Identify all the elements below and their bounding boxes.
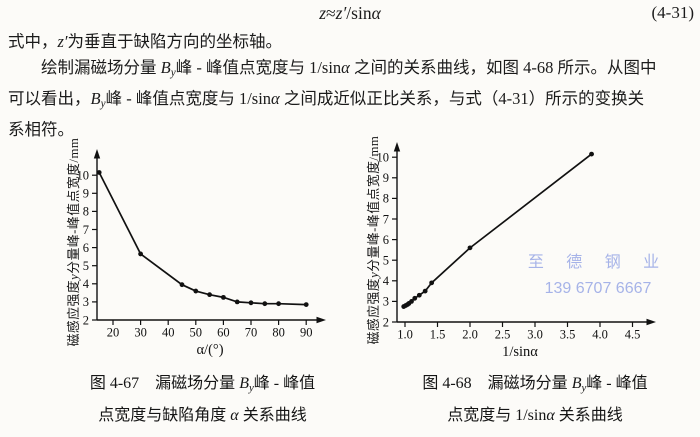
x-tick-label: 1.0: [397, 328, 413, 342]
tick-marks: [92, 174, 307, 325]
data-point: [193, 288, 199, 294]
y-tick-label: 4: [383, 274, 390, 288]
fig-4-67-chart: 20 30 40 50 60 70 80 90 2 3 4 5 6 7 8 9 10 α/(°): [77, 149, 326, 358]
x-tick-label: 2.0: [462, 328, 478, 342]
x-tick-label: 30: [134, 326, 147, 340]
series-line: [98, 172, 307, 306]
paragraph-line-4: 系相符。: [8, 120, 74, 140]
fig-4-67-caption-line-1: 图 4-67 漏磁场分量 By峰 - 峰值: [89, 375, 316, 395]
x-axis-arrow-icon: [646, 318, 656, 326]
tick-labels: 1.0 1.5 2.0 2.5 3.0 3.5 4.0 4.5 2 3 4 5 6 7 8 9 10: [377, 151, 641, 342]
data-point: [422, 288, 428, 294]
equation-number: (4-31): [651, 3, 694, 22]
x-tick-label: 80: [272, 326, 285, 340]
y-tick-label: 2: [83, 313, 89, 327]
x-axis-arrow-icon: [316, 316, 326, 324]
data-point: [303, 302, 309, 308]
data-point: [96, 170, 102, 175]
data-point: [412, 295, 418, 301]
equation-4-31: z≈z′/sinα: [319, 3, 381, 23]
data-point: [409, 299, 414, 304]
y-tick-label: 3: [383, 295, 389, 309]
fig-4-68-chart: 1.0 1.5 2.0 2.5 3.0 3.5 4.0 4.5 2 3 4 5 6 7 8 9 10 1/sinα: [377, 142, 656, 360]
data-point: [207, 292, 213, 298]
y-tick-label: 6: [83, 241, 89, 255]
data-point: [262, 301, 268, 307]
axes: [396, 150, 648, 323]
fig-4-68-caption: 图 4-68 漏磁场分量 By峰 - 峰值 点宽度与 1/sinα 关系曲线: [385, 370, 685, 429]
fig-4-67-caption-line-2: 点宽度与缺陷角度 α 关系曲线: [98, 407, 307, 425]
watermark-line-2: 139 6707 6667: [544, 280, 652, 297]
watermark: 至 德 钢 业 139 6707 6667: [526, 250, 670, 302]
x-axis-label: α/(°): [196, 342, 223, 358]
tick-labels: 20 30 40 50 60 70 80 90 2 3 4 5 6 7 8 9 10: [77, 169, 313, 340]
fig-4-67-caption: 图 4-67 漏磁场分量 By峰 - 峰值 点宽度与缺陷角度 α 关系曲线: [55, 370, 350, 429]
data-point: [416, 292, 422, 298]
y-tick-label: 3: [83, 295, 89, 309]
y-tick-label: 2: [383, 315, 389, 329]
data-point: [248, 300, 254, 306]
x-tick-label: 90: [300, 326, 313, 340]
y-tick-label: 4: [83, 277, 90, 291]
y-tick-label: 8: [383, 192, 389, 206]
y-tick-label: 10: [77, 169, 90, 183]
x-tick-label: 60: [217, 326, 230, 340]
x-tick-label: 3.5: [560, 328, 576, 342]
y-tick-label: 9: [83, 187, 89, 201]
data-point: [221, 294, 226, 300]
x-tick-label: 1.5: [430, 328, 446, 342]
y-tick-label: 9: [383, 171, 389, 185]
y-tick-label: 8: [83, 205, 89, 219]
y-tick-label: 10: [377, 151, 390, 165]
x-tick-label: 70: [245, 326, 258, 340]
y-tick-label: 7: [383, 212, 389, 226]
x-tick-label: 4.5: [625, 328, 641, 342]
data-point: [179, 282, 185, 288]
data-point: [589, 151, 594, 157]
fig-4-68-caption-line-1: 图 4-68 漏磁场分量 By峰 - 峰值: [422, 375, 648, 395]
data-point: [138, 251, 143, 257]
x-tick-label: 3.0: [527, 328, 543, 342]
x-tick-label: 40: [162, 326, 175, 340]
watermark-line-1: 至 德 钢 业: [527, 254, 669, 271]
y-tick-label: 5: [83, 259, 89, 273]
x-tick-label: 2.5: [495, 328, 511, 342]
formula-row: z≈z′/sinα (4-31): [0, 3, 700, 27]
body-paragraph: 式中，z′为垂直于缺陷方向的坐标轴。 绘制漏磁场分量 By峰 - 峰值点宽度与 …: [8, 29, 698, 143]
x-axis-label: 1/sinα: [502, 344, 538, 360]
y-tick-label: 7: [83, 223, 89, 237]
data-point: [467, 245, 473, 251]
data-point: [234, 299, 240, 305]
y-axis-arrow-icon: [393, 142, 401, 152]
y-tick-label: 6: [383, 233, 389, 247]
x-tick-label: 4.0: [592, 328, 608, 342]
tick-marks: [392, 156, 634, 327]
paragraph-line-3: 可以看出，By峰 - 峰值点宽度与 1/sinα 之间成近似正比关系，与式（4-…: [8, 89, 645, 111]
fig-4-68-caption-line-2: 点宽度与 1/sinα 关系曲线: [447, 407, 623, 425]
data-point: [429, 280, 435, 286]
x-tick-label: 20: [107, 326, 120, 340]
paragraph-line-1: 式中，z′为垂直于缺陷方向的坐标轴。: [8, 32, 283, 51]
x-tick-label: 50: [190, 326, 203, 340]
axes: [96, 157, 318, 321]
paragraph-line-2: 绘制漏磁场分量 By峰 - 峰值点宽度与 1/sinα 之间的关系曲线，如图 4…: [41, 58, 657, 80]
y-tick-label: 5: [383, 254, 389, 268]
y-axis-arrow-icon: [93, 149, 101, 159]
data-point: [276, 301, 281, 307]
